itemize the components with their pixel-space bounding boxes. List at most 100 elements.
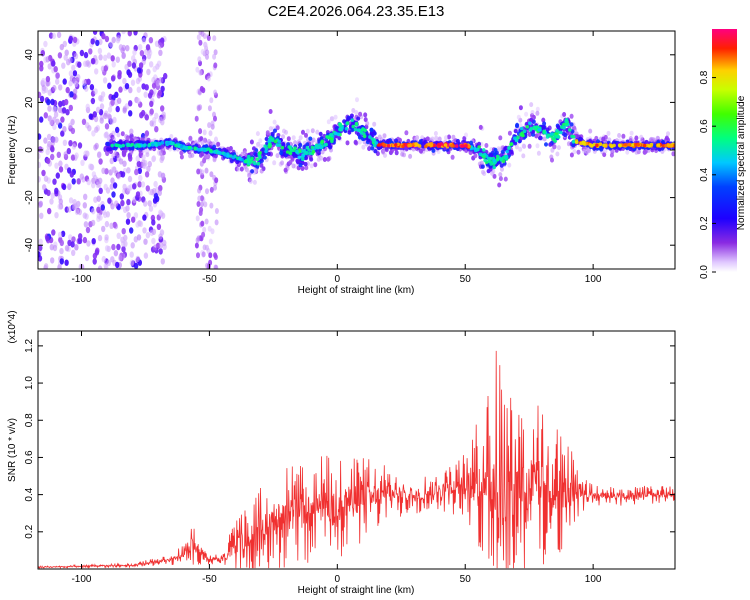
spectrogram-cell <box>133 31 138 36</box>
spectrogram-cell <box>68 35 74 43</box>
spectrogram-cell <box>499 163 504 168</box>
spectrogram-cell <box>305 142 310 147</box>
spectrogram-cell <box>552 144 557 150</box>
spectrogram-cell <box>116 132 121 138</box>
spectrogram-cell <box>200 147 204 151</box>
spectrogram-cell <box>73 80 79 88</box>
spectrogram-cell <box>153 244 158 251</box>
spectrogram-cell <box>46 133 52 141</box>
x-tick-label: -50 <box>202 574 217 585</box>
spectrogram-cell <box>361 144 366 150</box>
spectrogram-cell <box>83 221 89 228</box>
spectrogram-cell <box>101 167 106 174</box>
spectrogram-cell <box>159 229 165 236</box>
spectrogram-cell <box>85 103 90 111</box>
spectrogram-cell <box>213 89 218 96</box>
spectrogram-cell <box>144 171 150 178</box>
spectrogram-cell <box>126 167 131 174</box>
spectrogram-cell <box>160 258 165 265</box>
spectrogram-cell <box>55 172 60 179</box>
spectrogram-cell <box>63 98 69 106</box>
spectrogram-cell <box>76 74 81 81</box>
spectrogram-cell <box>110 143 114 148</box>
snr-panel: -100 -50 0 50 100 0.2 0.4 0.6 0.8 1.0 1.2 Height … <box>7 310 676 596</box>
spectrogram-cell <box>482 148 486 152</box>
spectrogram-cell <box>136 160 141 168</box>
spectrogram-cell <box>126 188 131 195</box>
spectrogram-cell <box>69 171 75 178</box>
spectrogram-cell <box>488 159 492 163</box>
spectrogram-cell <box>58 166 64 173</box>
spectrogram-cell <box>137 144 141 148</box>
spectrogram-cell <box>150 143 155 147</box>
spectrogram-cell <box>50 192 55 199</box>
spectrogram-cell <box>38 146 43 153</box>
spectrogram-cell <box>268 109 273 114</box>
spectrogram-cell <box>154 40 160 47</box>
spectrogram-cell <box>569 122 574 127</box>
spectrogram-cell <box>298 142 303 148</box>
spectrogram-cell <box>195 215 200 222</box>
colorbar-tick-label: 0.4 <box>699 167 710 181</box>
spectrogram-cell <box>672 144 675 148</box>
spectrogram-cell <box>298 149 302 153</box>
spectrogram-cell <box>98 177 103 184</box>
spectrogram-cell <box>263 144 268 148</box>
spectrogram-cell <box>46 189 51 197</box>
spectrogram-cell <box>200 31 205 37</box>
spectrogram-cell <box>212 53 217 60</box>
spectrogram-cell <box>52 244 58 252</box>
spectrogram-cell <box>498 135 503 141</box>
spectrogram-cell <box>38 251 41 258</box>
x-tick-label: 0 <box>335 274 341 285</box>
spectrogram-cell <box>81 79 87 86</box>
spectrogram-cell <box>481 169 485 175</box>
spectrogram-cell <box>298 162 303 168</box>
spectrogram-cell <box>147 160 152 168</box>
spectrogram-cell <box>115 261 120 269</box>
spectrogram-cell <box>170 141 175 146</box>
spectrogram-cell <box>73 52 79 60</box>
spectrogram-cell <box>669 144 674 148</box>
spectrogram-cell <box>330 134 335 138</box>
spectrogram-cell <box>408 153 413 159</box>
colorbar-label: Normalized spectral amplitude <box>736 95 747 230</box>
spectrogram-cell <box>304 165 309 171</box>
spectrogram-cell <box>155 80 160 87</box>
spectrogram-cell <box>114 200 119 207</box>
spectrogram-cell <box>122 206 128 213</box>
spectrogram-cell <box>126 198 131 206</box>
spectrogram-cell <box>500 149 505 155</box>
spectrogram-cell <box>148 37 154 44</box>
y-tick-label: -40 <box>24 238 35 253</box>
spectrogram-cell <box>151 187 157 195</box>
spectrogram-cell <box>101 33 106 40</box>
spectrogram-cell <box>133 236 138 243</box>
spectrogram-cell <box>91 238 96 245</box>
spectrogram-cell <box>326 135 331 140</box>
spectrogram-cell <box>666 131 670 137</box>
spectrogram-cell <box>103 262 109 269</box>
spectrogram-cell <box>249 151 254 156</box>
spectrogram-cell <box>588 143 593 147</box>
spectrogram-cell <box>200 220 205 227</box>
spectrogram-cell <box>68 70 74 77</box>
spectrogram-cell <box>41 77 46 85</box>
spectrogram-cell <box>275 125 280 131</box>
spectrogram-cell <box>109 118 115 125</box>
spectrogram-cell <box>209 171 214 178</box>
spectrogram-cell <box>62 126 67 133</box>
spectrogram-cell <box>63 54 68 61</box>
spectrogram-cell <box>345 140 350 146</box>
spectrogram-cell <box>188 153 193 159</box>
spectrogram-cell <box>401 144 405 149</box>
spectrogram-cell <box>262 155 267 160</box>
spectrogram-cell <box>103 112 108 120</box>
spectrogram-cell <box>118 254 123 262</box>
spectrogram-cell <box>109 183 115 190</box>
spectrogram-cell <box>320 139 325 144</box>
snr-plot-area <box>38 331 675 569</box>
spectrogram-cell <box>195 66 200 73</box>
spectrogram-cell <box>424 144 428 149</box>
spectrogram-cell <box>125 218 131 225</box>
